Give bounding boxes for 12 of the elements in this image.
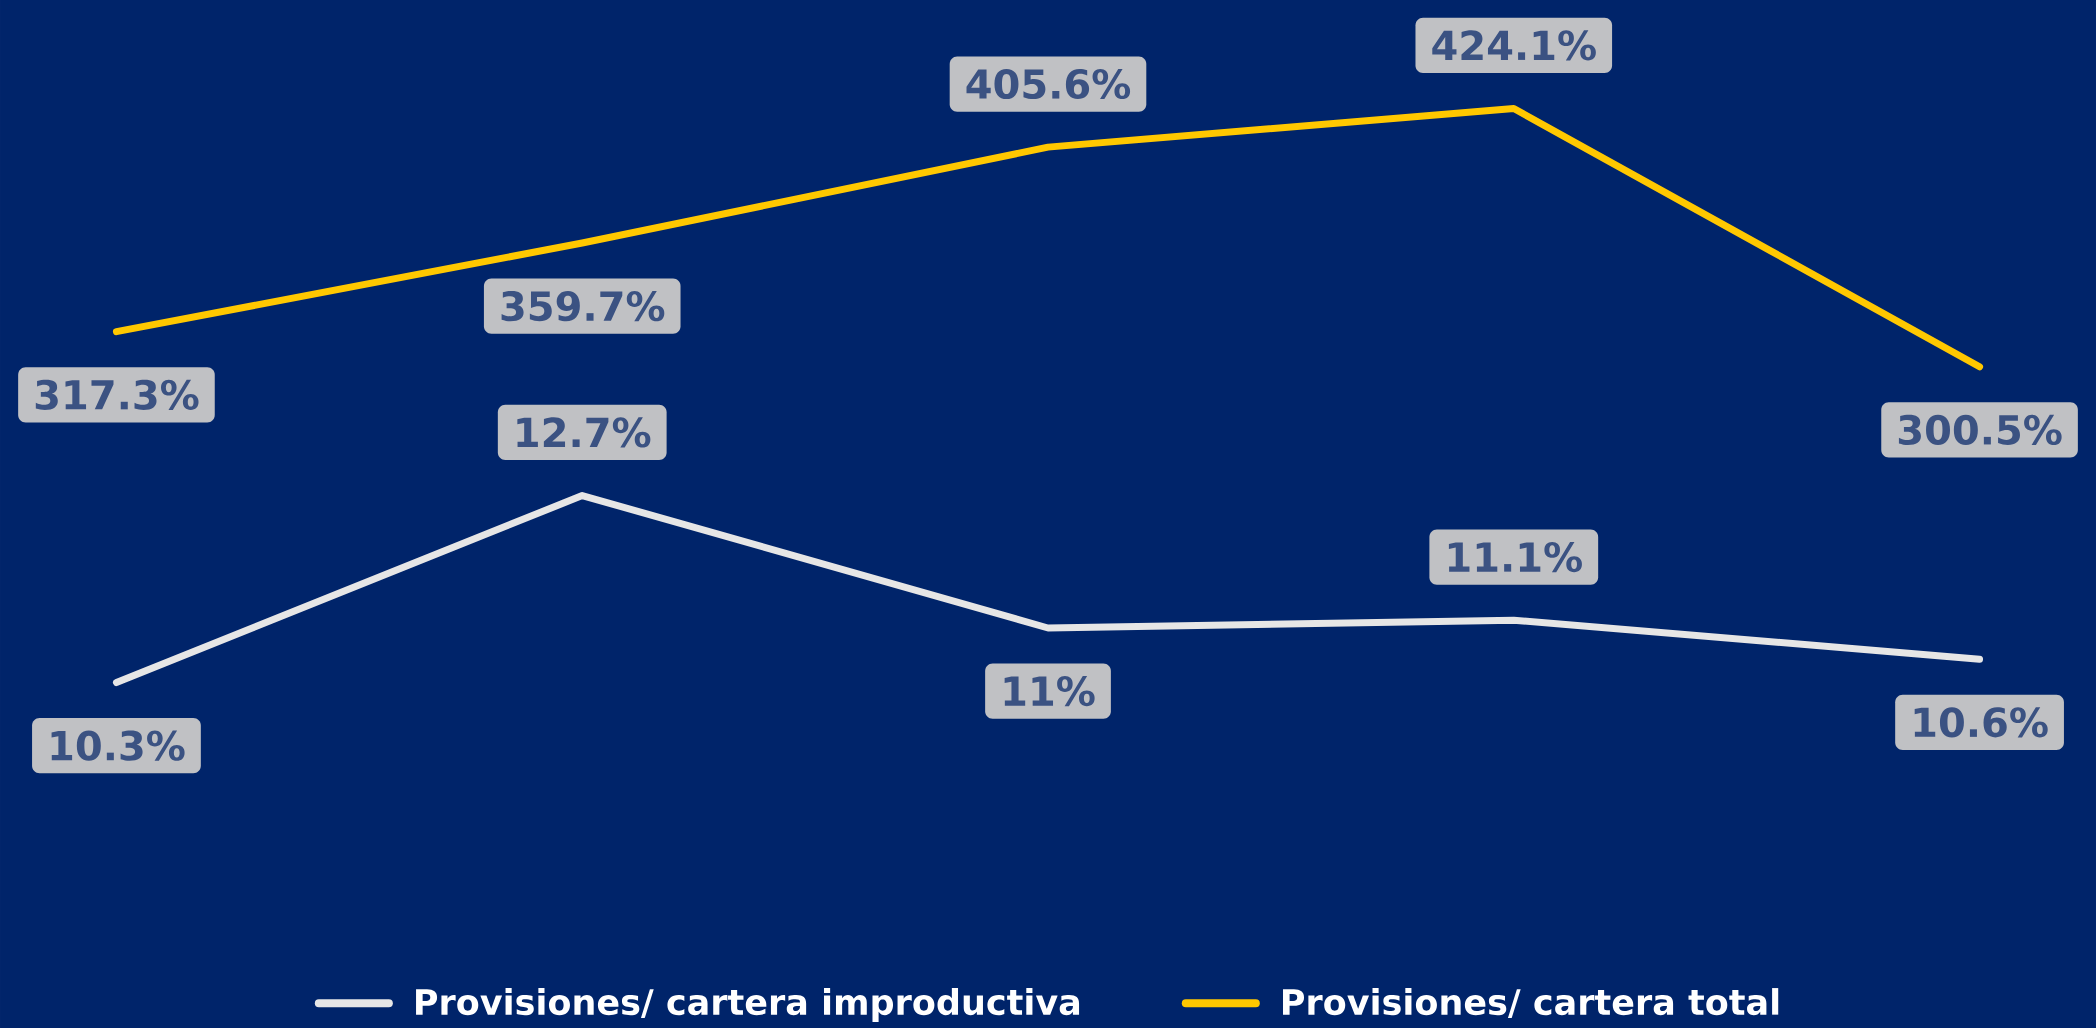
data-label: 12.7% <box>517 417 651 448</box>
data-label: 10.6% <box>1914 707 2048 738</box>
data-label: 10.3% <box>51 730 185 761</box>
data-label: 300.5% <box>1898 414 2062 445</box>
data-label: 405.6% <box>966 68 1131 99</box>
legend-label: Provisiones/ cartera improductiva <box>416 987 1080 1022</box>
data-label: 359.7% <box>501 290 665 322</box>
data-label: 11% <box>1004 675 1095 707</box>
data-label: 424.1% <box>1432 30 1596 61</box>
data-label: 317.3% <box>35 379 199 410</box>
data-label: 11.1% <box>1448 541 1582 573</box>
legend-label: Provisiones/ cartera total <box>1283 987 1779 1018</box>
